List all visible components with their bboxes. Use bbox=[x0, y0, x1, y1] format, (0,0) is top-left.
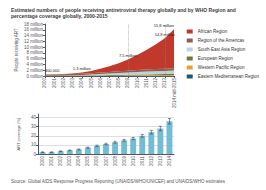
svg-text:6 million: 6 million bbox=[26, 56, 43, 61]
svg-text:2006: 2006 bbox=[98, 78, 103, 89]
svg-text:40: 40 bbox=[31, 115, 37, 120]
svg-text:2003: 2003 bbox=[67, 156, 72, 167]
svg-text:2006: 2006 bbox=[94, 156, 99, 167]
svg-text:2009: 2009 bbox=[122, 156, 127, 167]
svg-text:0: 0 bbox=[33, 152, 36, 157]
svg-text:2014: 2014 bbox=[167, 156, 172, 167]
svg-text:14 million: 14 million bbox=[24, 33, 44, 38]
svg-text:400,000: 400,000 bbox=[45, 68, 60, 73]
svg-text:1.3 million: 1.3 million bbox=[73, 66, 91, 71]
svg-text:European Region: European Region bbox=[198, 56, 234, 61]
svg-text:percentage coverage globally,: percentage coverage globally, 2000-2015 bbox=[11, 13, 108, 19]
svg-text:People receiving ART: People receiving ART bbox=[14, 28, 19, 71]
svg-text:2003: 2003 bbox=[70, 78, 75, 89]
svg-text:2014 mid-2015: 2014 mid-2015 bbox=[172, 78, 177, 109]
svg-text:2010: 2010 bbox=[135, 78, 140, 89]
svg-text:2002: 2002 bbox=[58, 156, 63, 167]
svg-text:African Region: African Region bbox=[198, 29, 228, 34]
svg-text:Eastern Mediterranean Region: Eastern Mediterranean Region bbox=[198, 74, 260, 79]
svg-text:2011: 2011 bbox=[144, 78, 149, 88]
svg-text:16 million: 16 million bbox=[24, 27, 44, 32]
svg-text:14.8 million: 14.8 million bbox=[155, 32, 175, 37]
svg-text:2009: 2009 bbox=[125, 78, 130, 89]
svg-text:15.8 million: 15.8 million bbox=[154, 23, 174, 28]
svg-text:2002: 2002 bbox=[61, 78, 66, 89]
svg-text:2004: 2004 bbox=[79, 78, 84, 89]
svg-text:2013: 2013 bbox=[162, 78, 167, 89]
svg-text:18 million: 18 million bbox=[24, 22, 44, 27]
svg-text:2007: 2007 bbox=[104, 156, 109, 167]
svg-text:0 million: 0 million bbox=[26, 74, 43, 79]
svg-text:ART coverage (%): ART coverage (%) bbox=[16, 117, 21, 150]
svg-text:2008: 2008 bbox=[116, 78, 121, 89]
svg-text:2000: 2000 bbox=[42, 78, 47, 89]
svg-text:2008: 2008 bbox=[113, 156, 118, 167]
svg-text:Source: Global AIDS Response P: Source: Global AIDS Response Progress Re… bbox=[11, 179, 226, 184]
svg-text:2007: 2007 bbox=[107, 78, 112, 89]
svg-text:South-East Asia Region: South-East Asia Region bbox=[198, 47, 246, 52]
svg-text:2012: 2012 bbox=[153, 78, 158, 89]
svg-text:2013: 2013 bbox=[158, 156, 163, 167]
svg-text:30: 30 bbox=[31, 124, 37, 129]
svg-text:Region of the Americas: Region of the Americas bbox=[198, 38, 245, 43]
svg-text:8 million: 8 million bbox=[26, 50, 43, 55]
svg-text:Estimated numbers of people re: Estimated numbers of people receiving an… bbox=[11, 7, 236, 13]
svg-text:2000: 2000 bbox=[40, 156, 45, 167]
svg-text:7.5 million: 7.5 million bbox=[119, 53, 137, 58]
svg-text:12 million: 12 million bbox=[24, 39, 44, 44]
svg-text:2 million: 2 million bbox=[26, 68, 43, 73]
svg-text:2005: 2005 bbox=[89, 78, 94, 89]
svg-text:10: 10 bbox=[31, 142, 37, 147]
svg-text:10 million: 10 million bbox=[24, 45, 44, 50]
svg-text:2004: 2004 bbox=[76, 156, 81, 167]
svg-text:Western Pacific Region: Western Pacific Region bbox=[198, 65, 245, 70]
svg-text:20: 20 bbox=[31, 133, 37, 138]
svg-text:2010: 2010 bbox=[131, 156, 136, 167]
svg-text:2011: 2011 bbox=[140, 156, 145, 166]
svg-text:2001: 2001 bbox=[52, 78, 57, 89]
svg-text:4 million: 4 million bbox=[26, 62, 43, 67]
svg-text:2005: 2005 bbox=[85, 156, 90, 167]
svg-text:2012: 2012 bbox=[149, 156, 154, 167]
svg-text:2001: 2001 bbox=[49, 156, 54, 167]
